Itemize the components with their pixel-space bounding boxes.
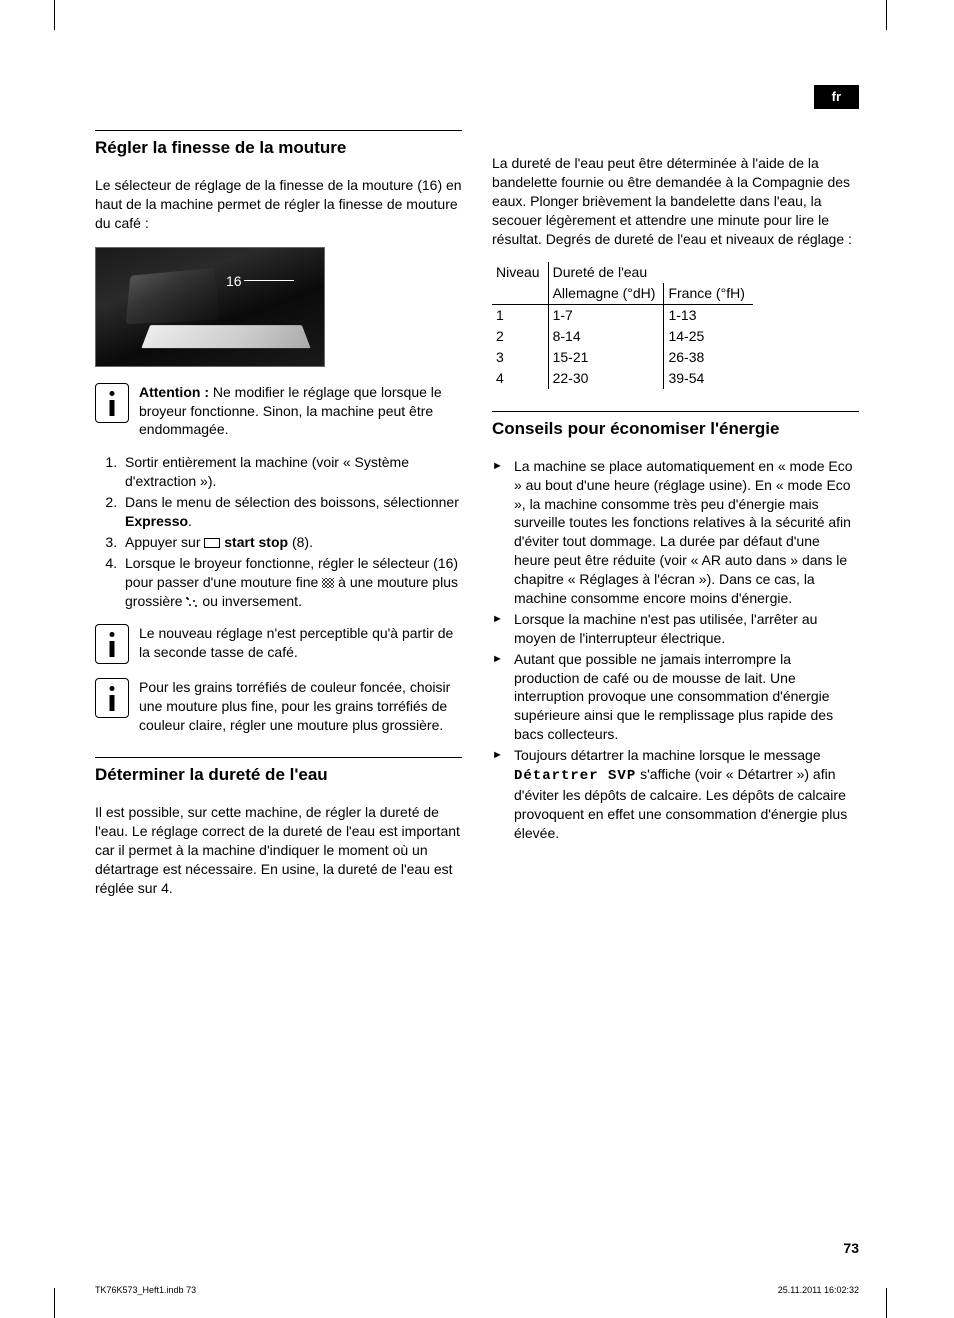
steps-list: Sortir entièrement la machine (voir « Sy…	[95, 453, 462, 610]
table-row: 4 22-30 39-54	[492, 368, 753, 389]
list-item: Lorsque la machine n'est pas utilisée, l…	[514, 610, 859, 648]
list-item: La machine se place automatiquement en «…	[514, 457, 859, 608]
right-column: La dureté de l'eau peut être déterminée …	[492, 130, 859, 911]
table-header: France (°fH)	[664, 283, 753, 304]
table-header: Allemagne (°dH)	[548, 283, 664, 304]
list-item: Autant que possible ne jamais interrompr…	[514, 650, 859, 744]
left-column: Régler la finesse de la mouture Le sélec…	[95, 130, 462, 911]
crop-mark	[886, 1288, 887, 1318]
paragraph: Il est possible, sur cette machine, de r…	[95, 803, 462, 897]
info-box-attention: Attention : Ne modifier le réglage que l…	[95, 383, 462, 440]
info-text: Le nouveau réglage n'est perceptible qu'…	[139, 624, 462, 664]
tips-list: La machine se place automatiquement en «…	[492, 457, 859, 843]
crop-mark	[886, 0, 887, 30]
table-header: Dureté de l'eau	[548, 262, 753, 283]
list-item: Toujours détartrer la machine lorsque le…	[514, 746, 859, 842]
machine-photo: 16	[95, 247, 325, 367]
table-row: 3 15-21 26-38	[492, 347, 753, 368]
footer: TK76K573_Heft1.indb 73 25.11.2011 16:02:…	[95, 1284, 859, 1296]
info-text: Attention : Ne modifier le réglage que l…	[139, 383, 462, 440]
water-hardness-table: Niveau Dureté de l'eau Allemagne (°dH) F…	[492, 262, 753, 388]
fine-grind-icon	[322, 578, 334, 588]
crop-mark	[54, 0, 55, 30]
callout-line	[244, 280, 294, 281]
language-badge: fr	[814, 85, 859, 109]
info-box-roast-color: Pour les grains torréfiés de couleur fon…	[95, 678, 462, 735]
page-number: 73	[843, 1239, 859, 1258]
heading-water-hardness: Déterminer la dureté de l'eau	[95, 757, 462, 787]
info-box-new-setting: Le nouveau réglage n'est perceptible qu'…	[95, 624, 462, 664]
heading-grind-fineness: Régler la finesse de la mouture	[95, 130, 462, 160]
footer-right: 25.11.2011 16:02:32	[778, 1284, 859, 1296]
heading-energy-tips: Conseils pour économiser l'énergie	[492, 411, 859, 441]
crop-mark	[54, 1288, 55, 1318]
table-header: Niveau	[492, 262, 548, 283]
coarse-grind-icon	[186, 597, 198, 607]
table-row: 1 1-7 1-13	[492, 305, 753, 326]
callout-label-16: 16	[226, 272, 242, 291]
info-text: Pour les grains torréfiés de couleur fon…	[139, 678, 462, 735]
paragraph: Le sélecteur de réglage de la finesse de…	[95, 176, 462, 233]
button-rect-icon	[204, 538, 220, 548]
footer-left: TK76K573_Heft1.indb 73	[95, 1284, 196, 1296]
info-icon	[95, 383, 129, 423]
step-3: Appuyer sur start stop (8).	[121, 533, 462, 552]
table-row: 2 8-14 14-25	[492, 326, 753, 347]
step-2: Dans le menu de sélection des boissons, …	[121, 493, 462, 531]
content-columns: Régler la finesse de la mouture Le sélec…	[95, 130, 859, 911]
info-icon	[95, 678, 129, 718]
paragraph: La dureté de l'eau peut être déterminée …	[492, 154, 859, 248]
step-1: Sortir entièrement la machine (voir « Sy…	[121, 453, 462, 491]
info-icon	[95, 624, 129, 664]
step-4: Lorsque le broyeur fonctionne, régler le…	[121, 554, 462, 611]
